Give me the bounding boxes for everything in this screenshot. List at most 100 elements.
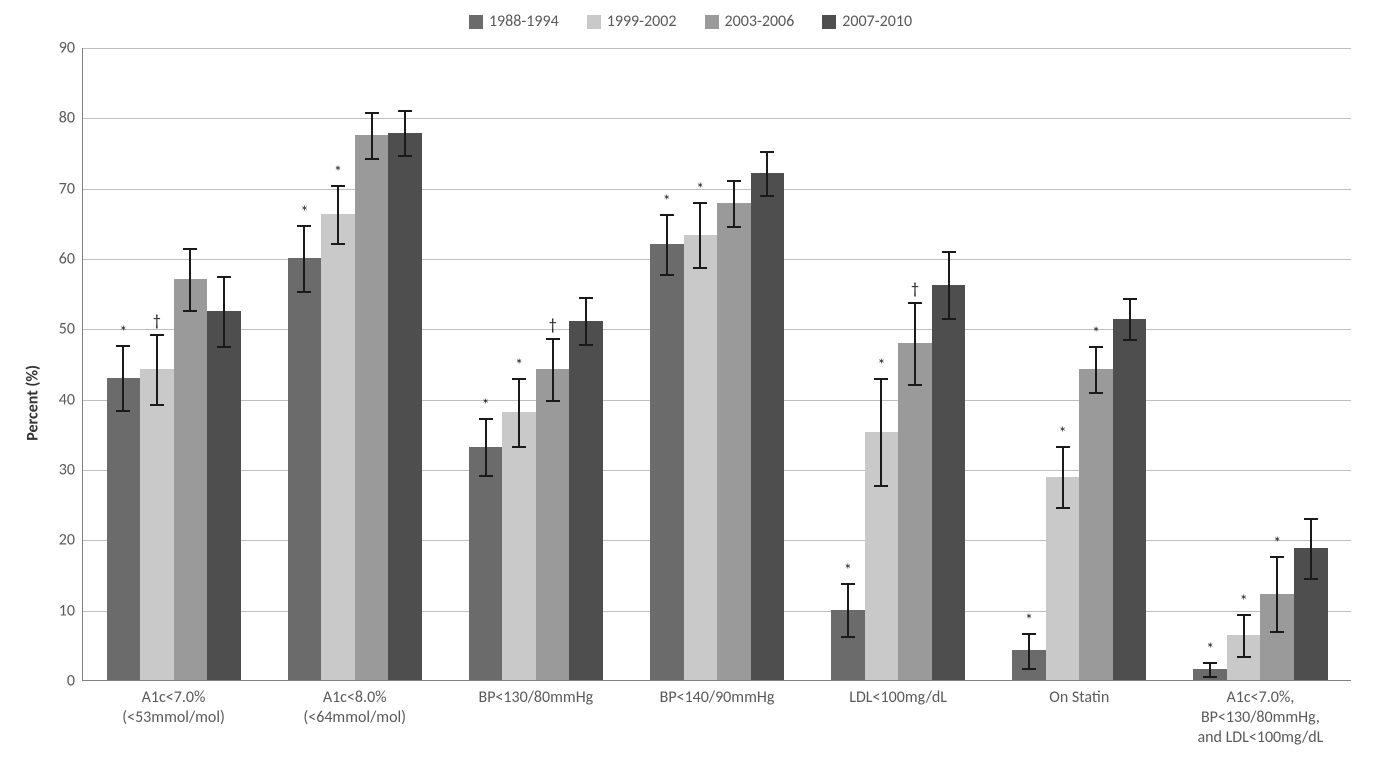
error-bar-cap xyxy=(841,583,855,585)
error-bar-cap xyxy=(1022,633,1036,635)
error-bar-line xyxy=(880,379,882,486)
category-label-line: BP<130/80mmHg, xyxy=(1170,708,1351,728)
category-label-line: A1c<8.0% xyxy=(264,688,445,708)
error-bar-cap xyxy=(217,346,231,348)
error-bar-cap xyxy=(150,404,164,406)
bar xyxy=(469,447,503,681)
category-label-line: A1c<7.0%, xyxy=(1170,688,1351,708)
category-label-line: and LDL<100mg/dL xyxy=(1170,728,1351,748)
bar xyxy=(751,173,785,680)
y-tick-label: 50 xyxy=(59,320,83,339)
y-tick-label: 60 xyxy=(59,250,83,269)
significance-marker: * xyxy=(1092,324,1100,343)
error-bar-cap xyxy=(116,410,130,412)
error-bar-cap xyxy=(183,248,197,250)
error-bar-line xyxy=(223,277,225,347)
error-bar-cap xyxy=(331,185,345,187)
error-bar-cap xyxy=(398,110,412,112)
significance-marker: * xyxy=(696,180,704,199)
y-tick-label: 80 xyxy=(59,109,83,128)
error-bar-cap xyxy=(727,226,741,228)
legend-item: 1988-1994 xyxy=(469,12,559,31)
legend-swatch xyxy=(822,15,836,29)
chart-container: 1988-19941999-20022003-20062007-2010 Per… xyxy=(0,0,1381,767)
category-label: BP<140/90mmHg xyxy=(626,680,807,708)
error-bar-cap xyxy=(217,276,231,278)
significance-marker: * xyxy=(1240,592,1248,611)
error-bar-line xyxy=(518,379,520,447)
error-bar-line xyxy=(1243,615,1245,657)
error-bar-cap xyxy=(1304,578,1318,580)
error-bar-cap xyxy=(760,195,774,197)
y-tick-label: 30 xyxy=(59,461,83,480)
error-bar-line xyxy=(1310,519,1312,579)
bar-group: A1c<8.0%(<64mmol/mol)** xyxy=(264,48,445,680)
error-bar-line xyxy=(585,298,587,346)
significance-marker: * xyxy=(663,192,671,211)
error-bar-cap xyxy=(1089,346,1103,348)
error-bar-cap xyxy=(183,310,197,312)
bar xyxy=(388,133,422,680)
error-bar-cap xyxy=(512,378,526,380)
legend: 1988-19941999-20022003-20062007-2010 xyxy=(0,12,1381,31)
error-bar-line xyxy=(371,113,373,159)
error-bar-cap xyxy=(398,155,412,157)
error-bar-line xyxy=(404,111,406,156)
bar-group: A1c<7.0%(<53mmol/mol)*† xyxy=(83,48,264,680)
category-label: LDL<100mg/dL xyxy=(808,680,989,708)
error-bar-line xyxy=(1095,347,1097,393)
significance-marker: * xyxy=(877,356,885,375)
bar-group: A1c<7.0%,BP<130/80mmHg,and LDL<100mg/dL*… xyxy=(1170,48,1351,680)
significance-marker: * xyxy=(1273,534,1281,553)
error-bar-cap xyxy=(150,334,164,336)
error-bar-cap xyxy=(1203,662,1217,664)
category-label-line: BP<130/80mmHg xyxy=(445,688,626,708)
bar xyxy=(932,285,966,680)
bar-group: LDL<100mg/dL**† xyxy=(808,48,989,680)
bar xyxy=(140,369,174,680)
error-bar-line xyxy=(1129,299,1131,340)
legend-label: 1988-1994 xyxy=(489,12,559,31)
error-bar-cap xyxy=(660,274,674,276)
error-bar-cap xyxy=(1089,392,1103,394)
significance-marker: * xyxy=(1059,424,1067,443)
error-bar-line xyxy=(1062,447,1064,507)
error-bar-cap xyxy=(1056,507,1070,509)
legend-swatch xyxy=(587,15,601,29)
error-bar-line xyxy=(303,226,305,292)
bar xyxy=(288,258,322,680)
legend-label: 2007-2010 xyxy=(842,12,912,31)
significance-marker: * xyxy=(119,323,127,342)
error-bar-line xyxy=(914,303,916,385)
legend-item: 2003-2006 xyxy=(705,12,795,31)
error-bar-cap xyxy=(1237,614,1251,616)
category-label: A1c<7.0%,BP<130/80mmHg,and LDL<100mg/dL xyxy=(1170,680,1351,748)
error-bar-cap xyxy=(365,158,379,160)
bar xyxy=(321,214,355,680)
error-bar-line xyxy=(766,152,768,196)
error-bar-line xyxy=(948,252,950,320)
error-bar-cap xyxy=(479,475,493,477)
bar xyxy=(355,135,389,680)
significance-marker: † xyxy=(549,316,557,335)
category-label: BP<130/80mmHg xyxy=(445,680,626,708)
significance-marker: * xyxy=(1206,640,1214,659)
bar xyxy=(569,321,603,680)
bar xyxy=(207,311,241,680)
significance-marker: * xyxy=(844,561,852,580)
error-bar-cap xyxy=(479,418,493,420)
bar-groups: A1c<7.0%(<53mmol/mol)*†A1c<8.0%(<64mmol/… xyxy=(83,48,1351,680)
bar xyxy=(898,343,932,680)
category-label-line: BP<140/90mmHg xyxy=(626,688,807,708)
error-bar-line xyxy=(189,249,191,311)
error-bar-line xyxy=(1209,663,1211,677)
bar xyxy=(717,203,751,680)
bar xyxy=(1113,319,1147,681)
significance-marker: * xyxy=(482,396,490,415)
error-bar-line xyxy=(847,584,849,637)
error-bar-line xyxy=(337,186,339,244)
error-bar-cap xyxy=(942,251,956,253)
y-tick-label: 70 xyxy=(59,179,83,198)
error-bar-cap xyxy=(1270,556,1284,558)
error-bar-cap xyxy=(1123,339,1137,341)
